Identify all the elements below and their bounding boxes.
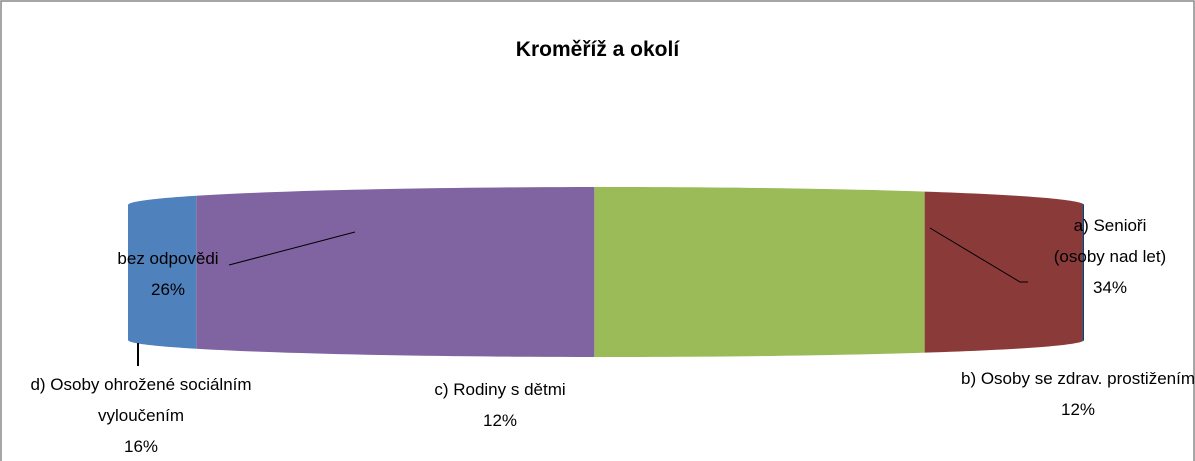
slice-label: c) Rodiny s dětmi 12% <box>380 374 620 436</box>
category-label: b) Osoby se zdrav. prostižením <box>961 369 1195 388</box>
slice-label: a) Senioři (osoby nad let) 34% <box>1050 210 1170 303</box>
slice-label: b) Osoby se zdrav. prostižením 12% <box>958 363 1195 425</box>
leader-line <box>929 227 1028 283</box>
value-label: 16% <box>123 437 159 456</box>
category-label: bez odpovědi <box>117 249 219 268</box>
pie-slice <box>594 187 925 357</box>
category-label: c) Rodiny s dětmi <box>434 380 566 399</box>
slice-label: bez odpovědi 26% <box>88 243 248 305</box>
leader-line <box>228 231 356 266</box>
chart-title: Kroměříž a okolí <box>515 38 680 61</box>
slice-label: d) Osoby ohrožené sociálním vyloučením 16… <box>21 369 261 461</box>
category-label: a) Senioři (osoby nad let) <box>1053 216 1167 266</box>
value-label: 12% <box>482 411 518 430</box>
value-label: 34% <box>1092 278 1128 297</box>
category-label: d) Osoby ohrožené sociálním vyloučením <box>30 375 252 425</box>
pie-slice <box>1082 203 1084 342</box>
value-label: 12% <box>1060 400 1096 419</box>
pie-slice <box>128 195 197 349</box>
value-label: 26% <box>150 280 186 299</box>
pie-slice <box>196 187 595 357</box>
